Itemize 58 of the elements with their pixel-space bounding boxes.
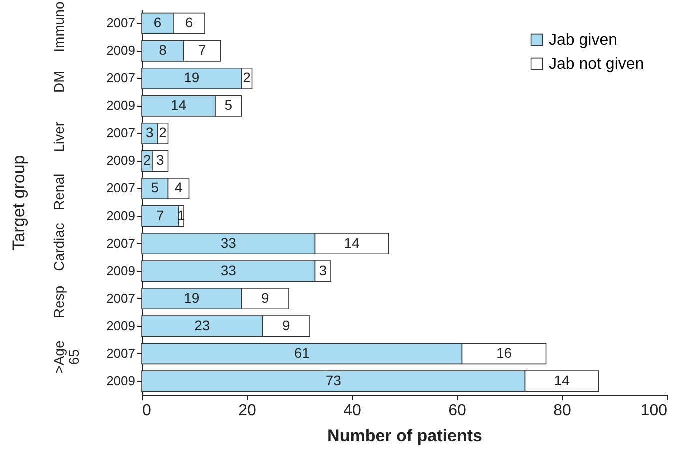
data-label: 3 xyxy=(156,152,164,168)
data-label: 2 xyxy=(159,124,168,141)
data-label: 14 xyxy=(170,97,187,114)
y-tick-label: 2007 xyxy=(106,346,136,361)
data-label: 3 xyxy=(146,124,154,141)
data-label: 6 xyxy=(185,14,194,31)
text: Cardiac xyxy=(51,223,67,272)
data-label: 14 xyxy=(344,234,360,251)
y-tick-label: 2007 xyxy=(106,126,136,141)
x-tick-label: 100 xyxy=(640,402,668,420)
data-label: 9 xyxy=(282,317,290,334)
data-label: 33 xyxy=(220,262,237,278)
data-label: 2 xyxy=(243,70,252,86)
text: >Age 65 xyxy=(51,340,82,374)
y-tick-label: 2009 xyxy=(106,263,136,278)
data-label: 4 xyxy=(174,180,183,196)
legend-label: Jab given xyxy=(549,32,618,49)
data-label: 14 xyxy=(554,372,570,388)
y-tick-label: 2009 xyxy=(106,43,136,58)
y-tick-label: 2009 xyxy=(106,318,136,334)
data-label: 61 xyxy=(294,344,310,361)
data-label: 9 xyxy=(261,290,270,306)
x-axis-title: Number of patients xyxy=(328,426,482,446)
x-tick-label: 60 xyxy=(448,402,466,420)
y-tick-label: 2009 xyxy=(106,208,136,224)
y-tick-label: 2009 xyxy=(106,98,136,114)
data-label: 5 xyxy=(151,180,160,196)
text: Liver xyxy=(51,122,67,152)
x-tick-label: 20 xyxy=(238,402,256,420)
data-label: 3 xyxy=(319,262,328,278)
data-label: 19 xyxy=(184,290,200,306)
data-label: 23 xyxy=(194,317,210,334)
data-label: 16 xyxy=(496,344,512,361)
x-tick-label: 0 xyxy=(142,402,152,420)
legend-label: Jab not given xyxy=(549,56,644,73)
data-label: 33 xyxy=(220,234,237,251)
data-label: 7 xyxy=(198,42,206,58)
y-tick-label: 2007 xyxy=(106,180,136,196)
y-tick-label: 2007 xyxy=(106,290,136,306)
x-tick-label: 80 xyxy=(554,402,572,420)
data-label: 6 xyxy=(154,14,162,31)
text: Immuno xyxy=(51,2,67,52)
data-label: 19 xyxy=(184,70,200,86)
x-tick-label: 40 xyxy=(344,402,362,420)
y-tick-label: 2007 xyxy=(106,16,136,31)
data-label: 2 xyxy=(143,152,152,168)
y-tick-label: 2007 xyxy=(106,70,136,86)
y-tick-label: 2009 xyxy=(106,373,136,388)
y-tick-label: 2007 xyxy=(106,236,136,251)
data-label: 8 xyxy=(159,42,168,58)
data-label: 5 xyxy=(224,97,233,114)
text: Resp xyxy=(51,286,67,319)
data-label: 73 xyxy=(326,372,342,388)
text: Renal xyxy=(51,174,67,210)
data-label: 7 xyxy=(156,207,164,224)
y-axis-title: Target group xyxy=(10,155,29,251)
y-tick-label: 2009 xyxy=(106,153,136,168)
text: DM xyxy=(51,71,67,93)
